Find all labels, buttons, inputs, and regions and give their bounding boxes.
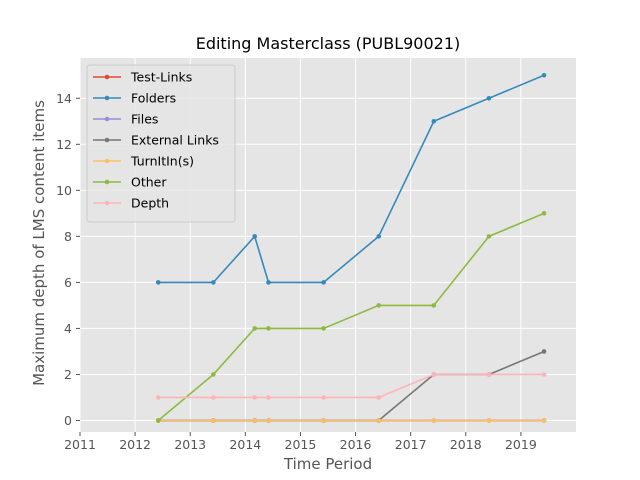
data-point-turnitin-s xyxy=(252,418,258,423)
legend-label: External Links xyxy=(131,133,219,148)
data-point-turnitin-s xyxy=(541,418,547,423)
legend-label: Other xyxy=(131,175,167,190)
data-point-folders xyxy=(376,234,382,239)
legend-item-files: Files xyxy=(93,112,158,127)
data-point-depth xyxy=(211,395,216,400)
series-lines xyxy=(155,72,547,423)
legend-label: Test-Links xyxy=(130,70,192,85)
data-point-turnitin-s xyxy=(376,418,382,423)
data-point-folders xyxy=(252,234,258,239)
y-tick-label: 6 xyxy=(64,275,72,290)
data-point-depth xyxy=(266,395,271,400)
series-depth xyxy=(155,372,547,400)
x-tick-label: 2019 xyxy=(505,437,537,452)
x-tick-label: 2018 xyxy=(450,437,482,452)
legend-item-turnitin-s: TurnItIn(s) xyxy=(93,154,194,169)
legend-marker xyxy=(104,200,110,206)
legend-marker xyxy=(104,137,110,143)
x-tick-label: 2011 xyxy=(64,437,96,452)
legend-label: Depth xyxy=(131,196,169,211)
data-point-depth xyxy=(486,372,492,377)
legend-item-other: Other xyxy=(93,175,167,190)
data-point-turnitin-s xyxy=(321,418,326,423)
x-axis-label: Time Period xyxy=(283,455,372,473)
legend-marker xyxy=(104,74,110,80)
y-tick-label: 14 xyxy=(56,91,72,106)
data-point-other xyxy=(155,418,161,423)
data-point-depth xyxy=(252,395,258,400)
data-point-depth xyxy=(376,395,382,400)
axis-ticks: 2011 2012 2013 2014 2015 2016 2017 2018 2019 0 2 4 6… xyxy=(56,91,537,452)
legend: Test-Links Folders Files External Links Turn… xyxy=(86,64,236,223)
legend-marker xyxy=(104,158,110,164)
data-point-folders xyxy=(155,280,161,285)
data-point-folders xyxy=(266,280,271,285)
legend-marker xyxy=(104,116,110,122)
data-point-other xyxy=(211,372,216,377)
x-tick-label: 2014 xyxy=(229,437,261,452)
series-other xyxy=(155,211,547,423)
x-tick-label: 2015 xyxy=(285,437,317,452)
data-point-other xyxy=(431,303,437,308)
y-axis-label: Maximum depth of LMS content items xyxy=(30,100,48,386)
chart-title: Editing Masterclass (PUBL90021) xyxy=(196,34,461,53)
data-point-other xyxy=(486,234,492,239)
data-point-turnitin-s xyxy=(211,418,216,423)
data-point-folders xyxy=(321,280,326,285)
data-point-depth xyxy=(321,395,326,400)
data-point-depth xyxy=(431,372,437,377)
legend-label: Folders xyxy=(131,91,176,106)
x-tick-label: 2016 xyxy=(340,437,372,452)
data-point-other xyxy=(541,211,547,216)
x-tick-label: 2012 xyxy=(119,437,151,452)
legend-item-folders: Folders xyxy=(93,91,176,106)
data-point-turnitin-s xyxy=(266,418,271,423)
legend-item-external-links: External Links xyxy=(93,133,219,148)
legend-box xyxy=(86,64,236,223)
legend-marker xyxy=(104,95,110,101)
legend-label: Files xyxy=(131,112,158,127)
data-point-folders xyxy=(541,72,547,78)
data-point-folders xyxy=(211,280,216,285)
data-point-folders xyxy=(486,95,492,101)
data-point-folders xyxy=(431,118,437,124)
data-point-turnitin-s xyxy=(431,418,437,423)
series-turnitin-s xyxy=(155,418,547,423)
legend-marker xyxy=(104,179,110,185)
legend-item-test-links: Test-Links xyxy=(93,70,192,85)
series-folders xyxy=(155,72,547,285)
data-point-other xyxy=(266,326,271,331)
data-point-other xyxy=(252,326,258,331)
legend-item-depth: Depth xyxy=(93,196,169,211)
y-tick-label: 10 xyxy=(56,183,72,198)
data-point-external-links xyxy=(541,349,547,354)
y-tick-label: 0 xyxy=(64,413,72,428)
legend-label: TurnItIn(s) xyxy=(130,154,194,169)
y-tick-label: 2 xyxy=(64,367,72,382)
data-point-turnitin-s xyxy=(486,418,492,423)
data-point-other xyxy=(376,303,382,308)
x-tick-label: 2017 xyxy=(395,437,427,452)
y-tick-label: 8 xyxy=(64,229,72,244)
y-tick-label: 12 xyxy=(56,137,72,152)
data-point-depth xyxy=(155,395,161,400)
data-point-depth xyxy=(541,372,547,377)
y-tick-label: 4 xyxy=(64,321,72,336)
x-tick-label: 2013 xyxy=(174,437,206,452)
data-point-other xyxy=(321,326,326,331)
